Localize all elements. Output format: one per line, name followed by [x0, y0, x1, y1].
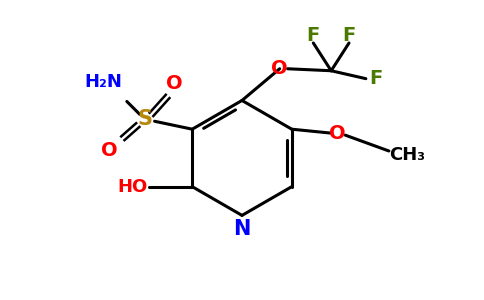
Text: O: O — [272, 59, 288, 78]
Text: CH₃: CH₃ — [389, 146, 424, 164]
Text: S: S — [137, 109, 152, 129]
Text: HO: HO — [118, 178, 148, 196]
Text: F: F — [369, 69, 382, 88]
Text: N: N — [233, 219, 251, 239]
Text: F: F — [342, 26, 356, 45]
Text: H₂N: H₂N — [84, 73, 122, 91]
Text: O: O — [101, 142, 117, 160]
Text: O: O — [329, 124, 346, 143]
Text: O: O — [166, 74, 183, 93]
Text: F: F — [307, 26, 320, 45]
